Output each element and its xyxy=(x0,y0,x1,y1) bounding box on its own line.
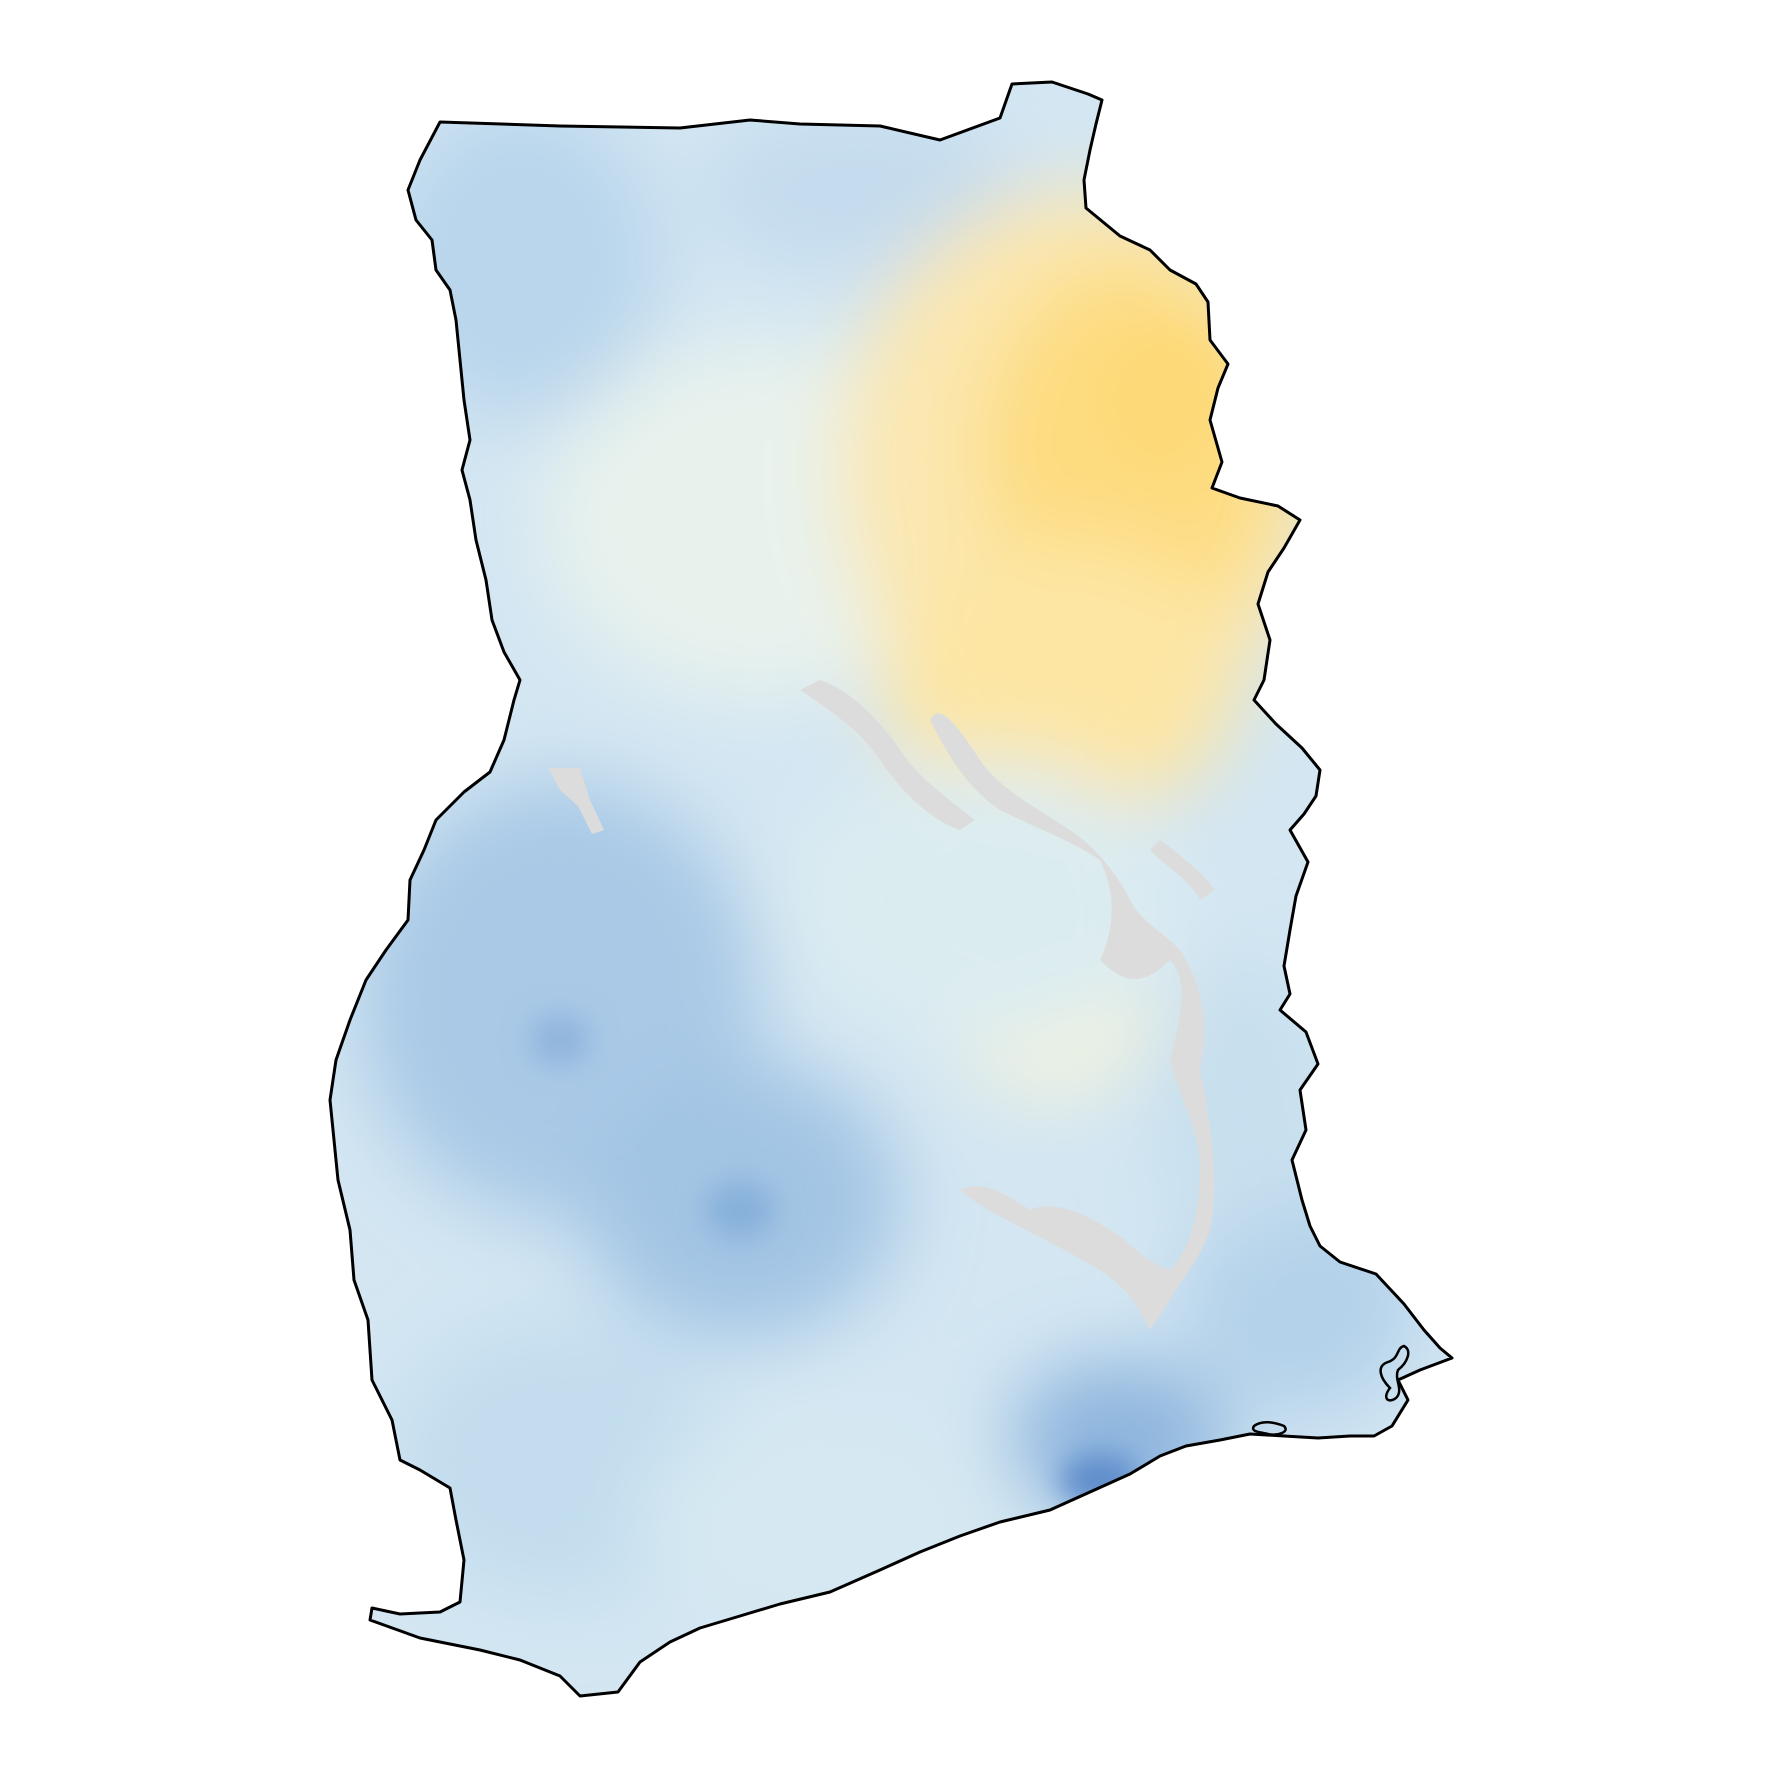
small-water-patch xyxy=(548,768,604,834)
value-raster-layer xyxy=(330,82,1452,1696)
songor-lagoon-outline xyxy=(1251,1421,1287,1436)
lake-volta-arm-north xyxy=(800,680,975,830)
keta-lagoon-outline xyxy=(1379,1344,1410,1402)
no-data-water-layer xyxy=(548,680,1215,1330)
coastal-lagoons xyxy=(1251,1344,1410,1436)
lake-volta-arm-east xyxy=(1150,840,1215,900)
lake-volta-main xyxy=(930,713,1215,1330)
